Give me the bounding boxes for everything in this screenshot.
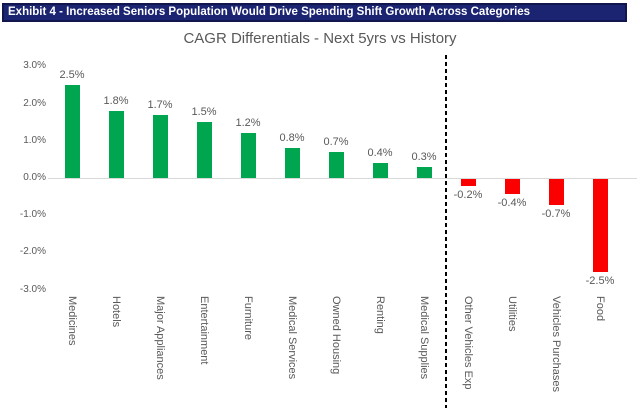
category-label: Hotels (110, 296, 122, 328)
bar (504, 179, 520, 194)
y-tick-label: -2.0% (19, 246, 46, 258)
chart-title: CAGR Differentials - Next 5yrs vs Histor… (183, 30, 457, 47)
bar (548, 179, 564, 205)
bar (328, 152, 344, 178)
bar-value-label: 0.4% (367, 147, 393, 160)
zero-baseline (48, 178, 637, 179)
category-label: Entertainment (198, 296, 210, 365)
exhibit-header: Exhibit 4 - Increased Seniors Population… (2, 3, 627, 22)
bar-value-label: 0.3% (411, 150, 437, 163)
bar-value-label: 1.8% (103, 95, 129, 108)
category-label: Utilities (506, 296, 518, 332)
bar-value-label: 2.5% (59, 69, 85, 82)
group-divider-line (445, 55, 447, 408)
y-tick-label: 2.0% (23, 97, 46, 109)
bar (372, 163, 388, 178)
bar (64, 85, 80, 178)
bar (416, 166, 432, 178)
y-tick-label: 1.0% (23, 134, 46, 146)
category-label: Owned Housing (330, 296, 342, 375)
bar-value-label: 0.8% (279, 132, 305, 145)
bar-value-label: -0.7% (541, 208, 571, 220)
bar (240, 133, 256, 178)
bar (284, 148, 300, 178)
bar (460, 179, 476, 187)
bar-value-label: -2.5% (585, 274, 615, 287)
bar-value-label: 1.5% (191, 106, 217, 119)
category-label: Vehicles Purchases (550, 296, 562, 392)
category-label: Renting (374, 296, 386, 334)
bar (108, 111, 124, 178)
bar (196, 122, 212, 178)
bar-value-label: 1.2% (235, 117, 261, 130)
category-label: Medical Services (286, 296, 298, 380)
y-tick-label: 3.0% (23, 60, 46, 72)
bar-value-label: -0.4% (497, 196, 527, 209)
category-label: Major Appliances (154, 296, 166, 380)
category-label: Furniture (242, 296, 254, 341)
category-label: Food (594, 296, 606, 322)
y-tick-label: 0.0% (23, 172, 46, 183)
category-label: Medical Supplies (418, 296, 430, 380)
bar (592, 179, 608, 272)
y-tick-label: -3.0% (19, 283, 46, 295)
bar-value-label: -0.2% (453, 189, 483, 202)
y-tick-label: -1.0% (19, 209, 46, 221)
category-label: Other Vehicles Exp (462, 296, 474, 390)
bar-value-label: 0.7% (323, 136, 349, 148)
category-label: Medicines (66, 296, 78, 346)
bar (152, 114, 168, 178)
bar-value-label: 1.7% (147, 98, 173, 111)
